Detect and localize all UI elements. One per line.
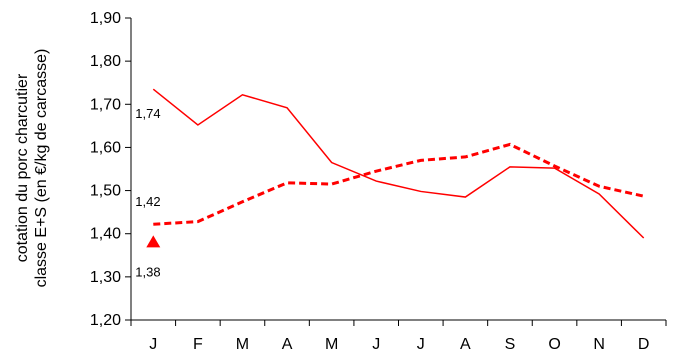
axes bbox=[130, 18, 666, 321]
y-tick-label: 1,20 bbox=[90, 312, 121, 329]
x-tick-label: A bbox=[460, 336, 471, 353]
data-labels: 1,74 1,42 1,38 bbox=[135, 106, 160, 279]
y-tick-label: 1,90 bbox=[90, 10, 121, 27]
dashed-series-line bbox=[153, 142, 645, 226]
y-axis-title-line2: classe E+S (en €/kg de carcasse) bbox=[33, 49, 50, 288]
y-tick-label: 1,30 bbox=[90, 269, 121, 286]
x-tick-label: M bbox=[325, 336, 338, 353]
x-tick-label: A bbox=[282, 336, 293, 353]
y-tick-label: 1,70 bbox=[90, 96, 121, 113]
y-tick-label: 1,80 bbox=[90, 53, 121, 70]
x-tick-label: J bbox=[417, 336, 425, 353]
x-tick-label: M bbox=[236, 336, 249, 353]
data-label: 1,38 bbox=[135, 264, 160, 279]
y-tick-label: 1,50 bbox=[90, 183, 121, 200]
x-tick-label: D bbox=[638, 336, 650, 353]
x-tick-label: J bbox=[372, 336, 380, 353]
x-tick-label: N bbox=[593, 336, 605, 353]
x-tick-label: S bbox=[505, 336, 516, 353]
data-label: 1,74 bbox=[135, 106, 160, 121]
y-tick-label: 1,60 bbox=[90, 139, 121, 156]
y-axis-title: cotation du porc charcutier classe E+S (… bbox=[14, 49, 50, 288]
data-label: 1,42 bbox=[135, 194, 160, 209]
y-axis-title-line1: cotation du porc charcutier bbox=[14, 73, 31, 262]
ticks: 1,20 1,30 1,40 1,50 1,60 1,70 1,80 1,90 J F M A M J J A… bbox=[90, 10, 667, 353]
solid-series-line bbox=[152, 88, 645, 239]
triangle-marker bbox=[146, 235, 161, 248]
y-tick-label: 1,40 bbox=[90, 226, 121, 243]
series-group bbox=[146, 88, 645, 248]
x-tick-label: F bbox=[193, 336, 203, 353]
x-tick-label: J bbox=[149, 336, 157, 353]
x-tick-label: O bbox=[548, 336, 560, 353]
